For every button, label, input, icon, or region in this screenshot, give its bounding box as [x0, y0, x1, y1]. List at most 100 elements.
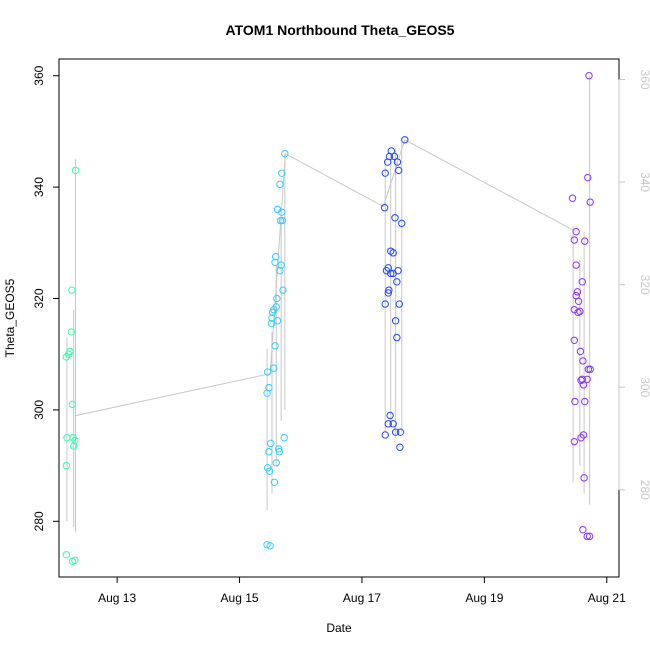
data-point-0-14 — [71, 166, 80, 175]
data-point-3-30 — [584, 173, 592, 182]
data-point-1-27 — [277, 261, 285, 269]
data-point-3-0 — [570, 437, 579, 446]
data-point-3-20 — [579, 431, 588, 439]
data-point-2-1 — [384, 420, 392, 428]
data-point-2-20 — [389, 249, 397, 257]
data-point-3-21 — [580, 474, 588, 482]
data-point-1-33 — [278, 169, 286, 177]
data-point-3-28 — [586, 365, 594, 373]
data-point-2-9 — [385, 286, 393, 294]
data-point-3-15 — [579, 381, 588, 389]
data-point-1-15 — [271, 342, 279, 350]
data-point-3-24 — [585, 532, 594, 541]
data-point-1-23 — [279, 286, 287, 294]
data-point-2-17 — [394, 266, 402, 275]
data-point-1-13 — [280, 434, 288, 442]
right-tick-label-2: 320 — [638, 275, 650, 295]
data-point-0-8 — [68, 400, 77, 409]
data-point-2-23 — [380, 204, 389, 212]
left-tick-label-0: 280 — [32, 511, 46, 531]
data-point-1-5 — [267, 439, 275, 448]
data-point-0-6 — [67, 328, 75, 336]
data-point-1-22 — [273, 294, 281, 303]
data-point-3-11 — [576, 307, 584, 316]
data-point-3-26 — [581, 237, 589, 245]
data-point-1-20 — [273, 317, 282, 325]
data-point-2-24 — [381, 169, 389, 177]
data-point-2-15 — [393, 333, 401, 342]
data-point-1-32 — [276, 180, 284, 189]
x-tick-label-1: Aug 15 — [221, 591, 259, 605]
data-point-3-4 — [572, 227, 580, 236]
data-point-3-12 — [572, 261, 580, 269]
data-point-0-5 — [66, 347, 74, 356]
left-tick-label-4: 360 — [32, 65, 46, 85]
right-tick-label-0: 280 — [638, 480, 650, 500]
data-point-2-22 — [398, 219, 406, 228]
data-point-3-25 — [578, 278, 586, 286]
data-point-2-30 — [394, 166, 403, 175]
data-point-1-24 — [271, 258, 279, 267]
left-tick-label-1: 300 — [32, 400, 46, 420]
x-tick-label-3: Aug 19 — [465, 591, 503, 605]
data-point-1-11 — [275, 445, 283, 453]
data-point-2-21 — [391, 214, 399, 222]
right-tick-label-4: 360 — [638, 69, 650, 89]
chart-title: ATOM1 Northbound Theta_GEOS5 — [226, 22, 455, 38]
plot-frame — [58, 58, 620, 578]
data-point-3-3 — [570, 236, 579, 244]
data-point-0-13 — [71, 556, 79, 564]
data-point-1-25 — [271, 253, 280, 261]
mean-line — [76, 139, 577, 416]
data-point-2-2 — [386, 411, 394, 420]
data-point-3-29 — [583, 375, 591, 383]
y-axis-label: Theta_GEOS5 — [3, 278, 17, 357]
left-tick-label-2: 320 — [32, 288, 46, 308]
data-point-2-7 — [381, 300, 389, 308]
data-point-1-9 — [270, 478, 279, 487]
data-point-0-10 — [69, 442, 78, 450]
data-point-2-3 — [389, 420, 397, 428]
right-y-axis: 280 300 320 340 360 — [618, 69, 650, 500]
data-point-2-16 — [395, 300, 403, 308]
data-point-2-0 — [381, 431, 389, 439]
data-point-3-23 — [583, 532, 591, 541]
x-axis: Aug 13 Aug 15 Aug 17 Aug 19 Aug 21 — [98, 576, 626, 605]
data-point-1-0 — [263, 540, 271, 549]
data-point-2-28 — [390, 152, 399, 161]
data-point-3-16 — [576, 347, 585, 356]
data-point-1-1 — [266, 542, 274, 550]
data-point-3-14 — [578, 375, 586, 383]
data-point-2-6 — [396, 443, 404, 451]
data-point-3-8 — [573, 288, 582, 296]
data-point-0-1 — [62, 461, 71, 470]
data-point-2-29 — [393, 158, 402, 166]
data-point-3-22 — [579, 525, 587, 534]
data-point-1-16 — [267, 319, 276, 328]
x-tick-label-0: Aug 13 — [98, 591, 136, 605]
data-point-2-27 — [387, 147, 396, 155]
data-point-3-18 — [581, 397, 589, 406]
data-point-3-31 — [586, 198, 594, 206]
x-axis-label: Date — [326, 621, 352, 635]
data-point-2-8 — [384, 289, 392, 297]
right-tick-label-3: 340 — [638, 172, 650, 192]
data-point-3-9 — [574, 297, 583, 305]
data-point-1-3 — [265, 467, 274, 475]
data-point-3-2 — [570, 336, 579, 344]
data-point-1-31 — [278, 208, 286, 216]
data-points — [62, 72, 594, 566]
data-point-2-4 — [391, 428, 400, 436]
right-tick-label-1: 300 — [638, 377, 650, 397]
data-point-1-8 — [263, 368, 272, 376]
left-tick-label-3: 340 — [32, 177, 46, 197]
data-point-0-0 — [62, 551, 71, 559]
data-point-2-18 — [393, 278, 401, 286]
x-tick-label-4: Aug 21 — [588, 591, 626, 605]
x-tick-label-2: Aug 17 — [343, 591, 381, 605]
mean-line-path — [76, 139, 577, 416]
data-point-1-10 — [272, 459, 280, 467]
data-point-3-1 — [571, 397, 579, 406]
data-point-3-5 — [568, 194, 577, 202]
